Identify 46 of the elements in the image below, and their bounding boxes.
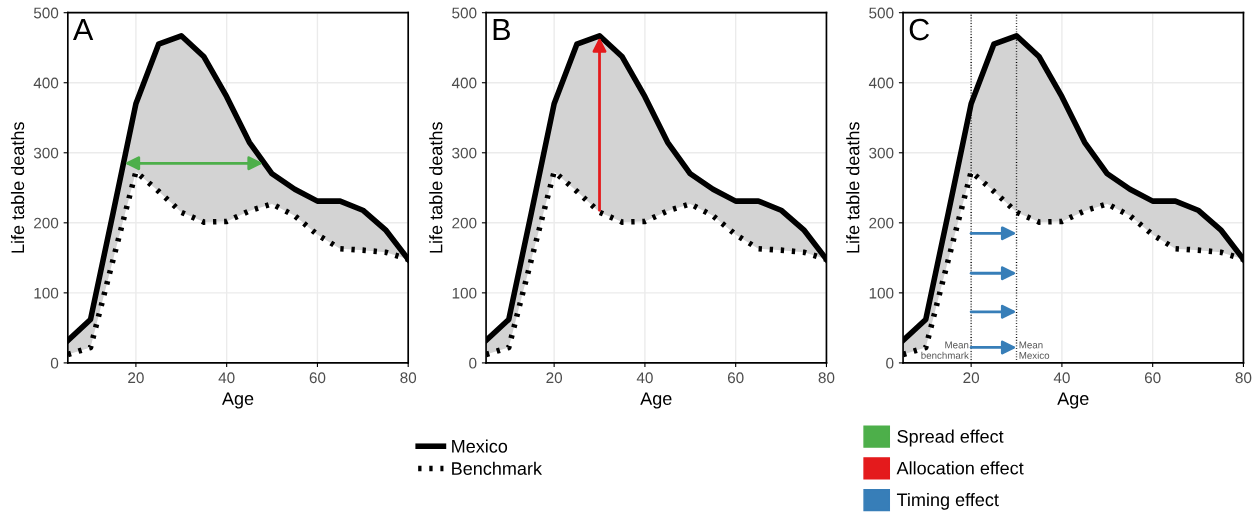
- legend-label: Benchmark: [452, 461, 543, 475]
- x-tick-label: 40: [636, 372, 653, 384]
- x-tick-label: 40: [218, 372, 235, 384]
- y-tick-label: 500: [33, 7, 59, 19]
- annotation: B: [493, 19, 510, 41]
- x-tick-label: 60: [1144, 372, 1161, 384]
- x-tick-label: 20: [128, 372, 144, 384]
- y-tick-label: 400: [33, 77, 59, 89]
- legend-label: Allocation effect: [896, 461, 1024, 475]
- y-tick-label: 0: [886, 357, 894, 369]
- legend-label: Spread effect: [897, 429, 1004, 447]
- y-tick-label: 200: [869, 217, 894, 229]
- x-tick-label: 60: [727, 372, 744, 384]
- y-tick-label: 100: [34, 287, 59, 299]
- x-tick-label: 80: [818, 372, 835, 384]
- y-axis-title: Life table deaths: [846, 122, 860, 253]
- y-tick-label: 500: [452, 7, 477, 19]
- y-tick-label: 0: [50, 357, 59, 369]
- x-tick-label: 60: [309, 372, 326, 384]
- annotation: A: [72, 19, 94, 41]
- y-tick-label: 0: [469, 357, 477, 369]
- y-axis-title: Life table deaths: [429, 122, 443, 253]
- y-tick-label: 300: [869, 147, 894, 159]
- y-axis-title: Life table deaths: [10, 122, 25, 253]
- y-tick-label: 100: [869, 287, 894, 299]
- y-tick-label: 500: [869, 7, 894, 19]
- ref-line-label: Mean benchmark: [921, 341, 969, 359]
- legend-label: Mexico: [452, 439, 508, 453]
- y-tick-label: 300: [452, 147, 477, 159]
- y-tick-label: 300: [33, 147, 59, 159]
- y-tick-label: 100: [452, 287, 477, 299]
- y-tick-label: 400: [451, 77, 477, 89]
- x-axis-title: Age: [221, 392, 254, 409]
- annotation: C: [909, 18, 930, 41]
- x-tick-label: 20: [963, 372, 980, 384]
- x-axis-title: Age: [1057, 392, 1089, 409]
- x-tick-label: 80: [1235, 372, 1252, 384]
- x-tick-label: 80: [400, 372, 417, 384]
- y-tick-label: 400: [868, 77, 894, 89]
- x-tick-label: 20: [546, 372, 563, 384]
- legend-label: Timing effect: [896, 492, 999, 510]
- x-axis-title: Age: [640, 392, 672, 409]
- x-tick-label: 40: [1053, 372, 1070, 384]
- ref-line-label: Mean Mexico: [1019, 341, 1050, 359]
- y-tick-label: 200: [452, 217, 477, 229]
- y-tick-label: 200: [34, 217, 59, 229]
